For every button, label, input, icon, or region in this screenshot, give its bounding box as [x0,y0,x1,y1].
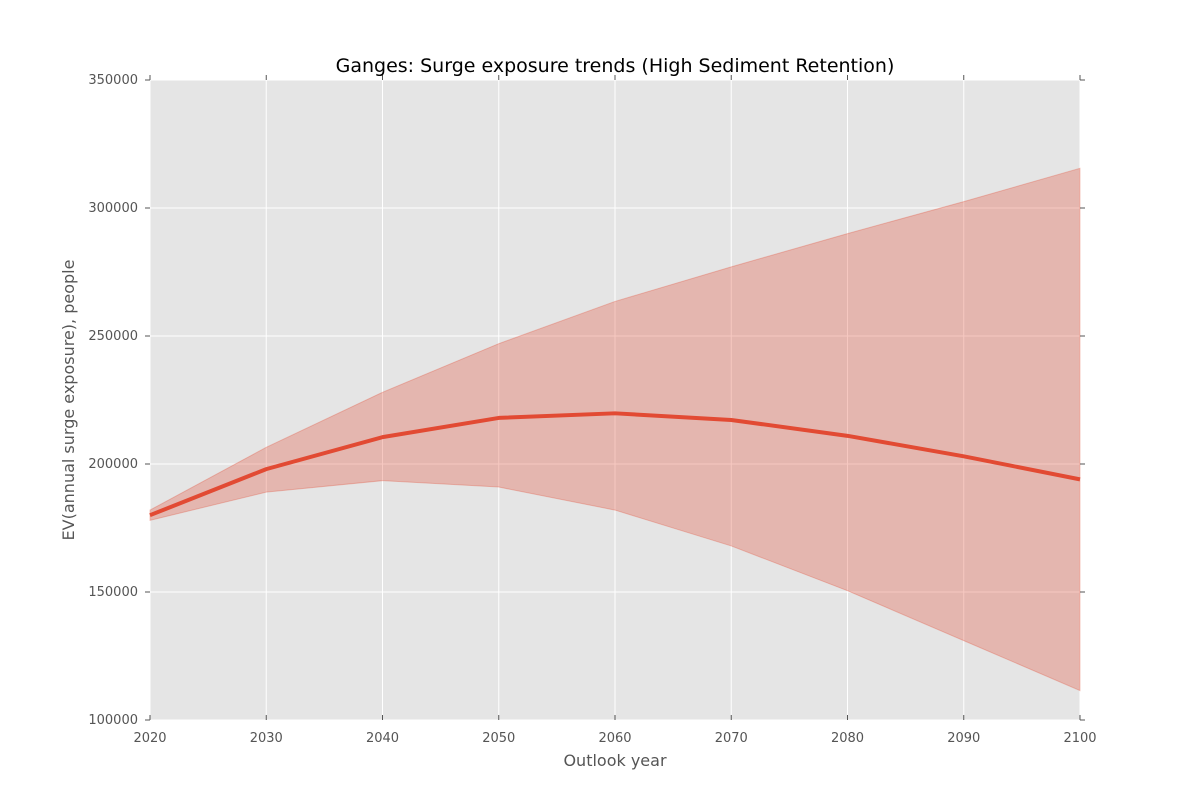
series-line [149,411,1081,518]
ticks: 2020 2030 2040 2050 2060 2070 2080 2090 2100 1000… [88,73,1096,746]
x-tick-label: 2070 [715,731,748,746]
x-tick-label: 2060 [598,731,631,746]
uncertainty-band [149,167,1081,692]
x-tick-label: 2100 [1063,731,1096,746]
y-axis-label: EV(annual surge exposure), people [59,260,78,541]
x-tick-label: 2040 [366,731,399,746]
y-tick-label: 200000 [88,457,138,472]
y-tick-label: 350000 [88,73,138,88]
grid [149,79,1081,721]
y-tick-label: 100000 [88,713,138,728]
y-tick-label: 150000 [88,585,138,600]
x-axis-label: Outlook year [563,751,667,770]
x-tick-label: 2050 [482,731,515,746]
chart-title: Ganges: Surge exposure trends (High Sedi… [336,55,895,77]
x-tick-label: 2080 [831,731,864,746]
x-tick-label: 2030 [250,731,283,746]
y-tick-label: 250000 [88,329,138,344]
x-tick-label: 2090 [947,731,980,746]
y-tick-label: 300000 [88,201,138,216]
x-tick-label: 2020 [133,731,166,746]
